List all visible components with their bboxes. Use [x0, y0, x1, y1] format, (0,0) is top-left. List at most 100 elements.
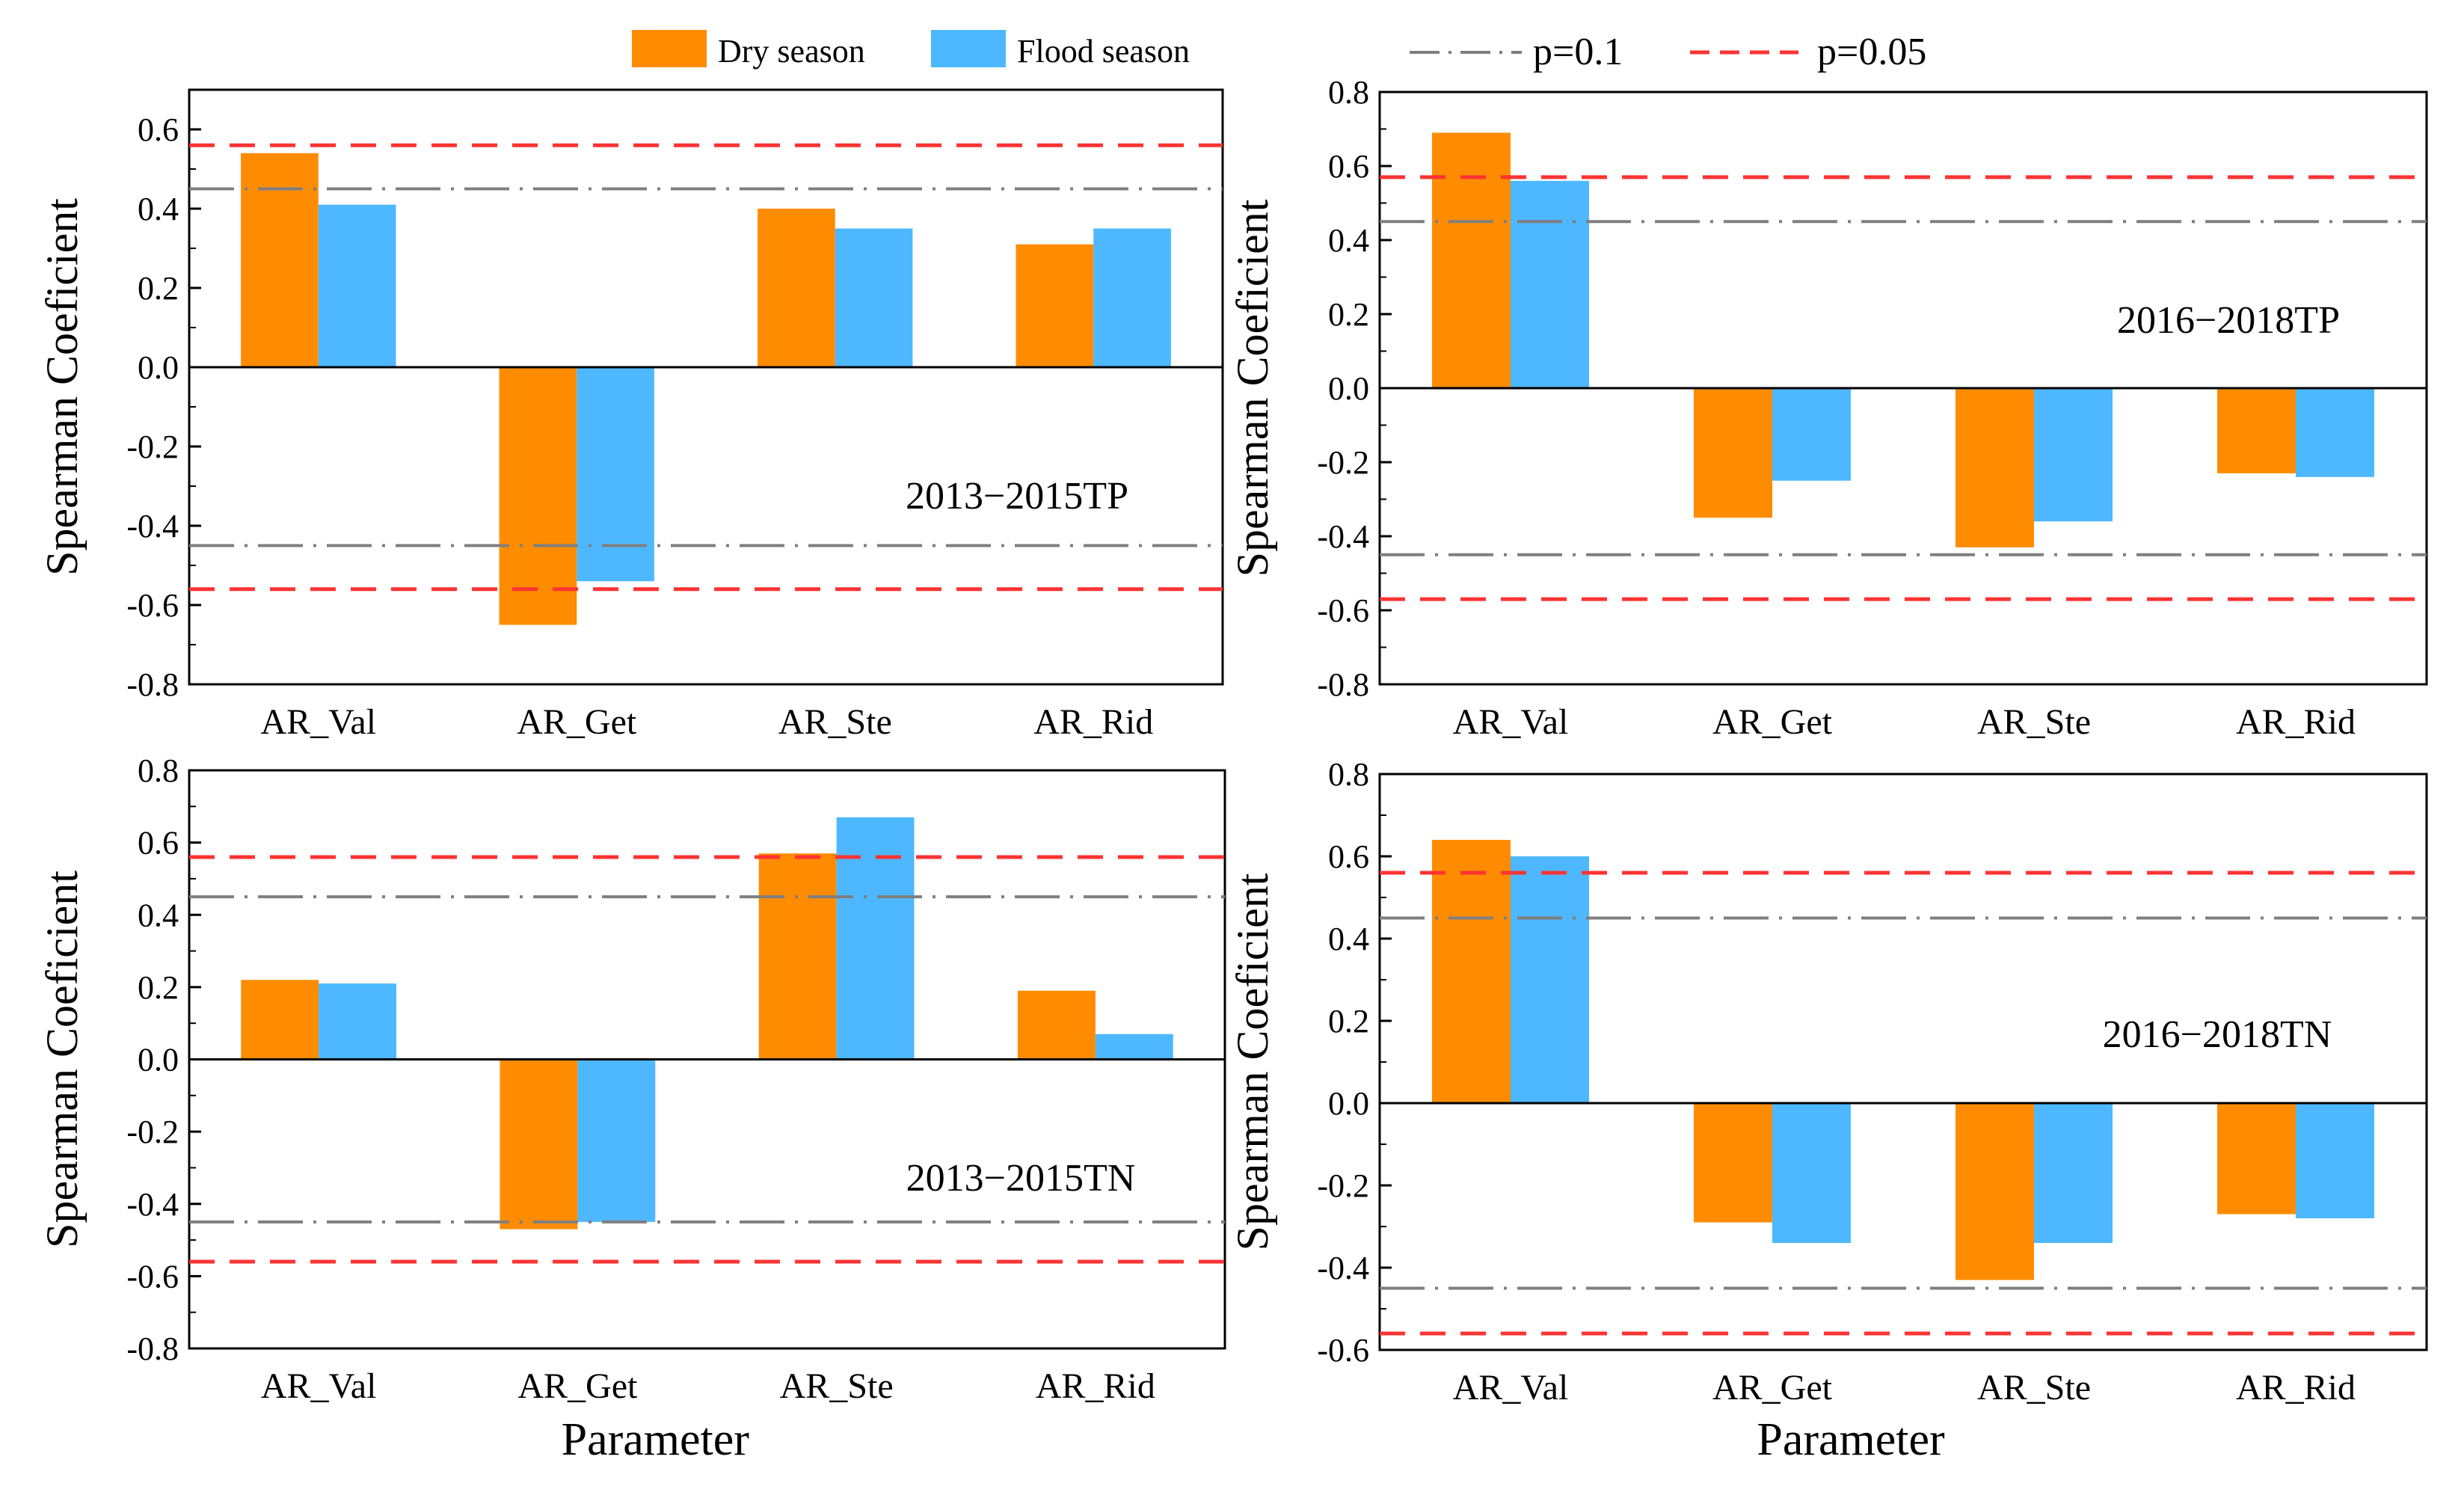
- chart-panel-2013-2015tn: -0.8 -0.6 -0.4 -0.2 0.0 0.2 0.4 0.6 0.8 AR_Val AR_…: [37, 752, 1226, 1465]
- x-tick-label: AR_Rid: [1033, 702, 1153, 742]
- y-tick-label: 0.8: [138, 752, 179, 789]
- plot-frame: [188, 88, 1224, 686]
- x-tick-label: AR_Get: [517, 1366, 638, 1406]
- chart-panel-2016-2018tp: -0.8 -0.6 -0.4 -0.2 0.0 0.2 0.4 0.6 0.8 AR_Val AR_…: [1228, 74, 2428, 742]
- bar-flood-ar-val: [1511, 856, 1589, 1103]
- bar-flood-ar-ste: [836, 817, 915, 1060]
- y-tick-label: -0.2: [126, 429, 179, 465]
- y-axis-title: Spearman Coeficient: [37, 198, 87, 576]
- y-tick-label: 0.4: [1328, 222, 1369, 259]
- bar-dry-ar-get: [499, 367, 577, 625]
- bar-dry-ar-ste: [1955, 1103, 2034, 1280]
- y-tick-label: -0.2: [1317, 1167, 1369, 1204]
- legend-label-p005: p=0.05: [1817, 31, 1926, 73]
- y-tick-label: -0.4: [126, 508, 179, 544]
- y-tick-label: -0.4: [1317, 518, 1369, 555]
- bar-dry-ar-rid: [2217, 388, 2296, 473]
- bar-flood-ar-ste: [2034, 1103, 2113, 1243]
- legend-label-dry-season: Dry season: [718, 33, 865, 70]
- panel-annotation: 2016−2018TN: [2103, 1013, 2332, 1056]
- x-tick-label: AR_Val: [261, 1366, 377, 1406]
- x-tick-label: AR_Get: [1712, 1368, 1833, 1408]
- x-tick-label: AR_Val: [260, 702, 376, 742]
- y-tick-label: -0.6: [126, 1258, 179, 1295]
- legend-label-p01: p=0.1: [1533, 31, 1623, 73]
- y-tick-label: -0.4: [126, 1186, 179, 1223]
- y-tick-label: 0.6: [138, 825, 179, 862]
- legend-label-flood-season: Flood season: [1017, 33, 1190, 70]
- panel-annotation: 2013−2015TP: [906, 475, 1128, 518]
- y-tick-label: 0.4: [138, 191, 179, 227]
- bar-dry-ar-val: [241, 153, 319, 368]
- panel-annotation: 2013−2015TN: [906, 1157, 1136, 1200]
- bar-dry-ar-ste: [758, 853, 837, 1060]
- x-tick-label: AR_Get: [1712, 702, 1833, 742]
- y-tick-label: 0.4: [138, 897, 179, 933]
- x-tick-label: AR_Val: [1453, 1368, 1569, 1408]
- bar-dry-ar-rid: [2217, 1103, 2296, 1215]
- x-tick-label: AR_Val: [1453, 702, 1569, 742]
- bar-flood-ar-get: [577, 1059, 656, 1222]
- y-tick-label: 0.0: [1328, 370, 1369, 407]
- legend-swatch-dry-season: [632, 30, 707, 67]
- y-tick-label: 0.2: [1328, 296, 1369, 333]
- chart-panel-2013-2015tp: -0.8 -0.6 -0.4 -0.2 0.0 0.2 0.4 0.6 AR_Val AR_Get…: [37, 88, 1224, 742]
- bar-flood-ar-get: [577, 367, 654, 582]
- bar-flood-ar-get: [1772, 388, 1851, 481]
- y-tick-label: 0.0: [138, 349, 179, 386]
- y-tick-label: 0.8: [1328, 74, 1369, 111]
- bar-dry-ar-rid: [1018, 990, 1096, 1060]
- bar-flood-ar-val: [1511, 180, 1589, 389]
- bar-dry-ar-ste: [1955, 388, 2034, 547]
- y-tick-label: -0.6: [126, 587, 179, 624]
- x-tick-label: AR_Ste: [1977, 1368, 2091, 1408]
- y-tick-label: 0.6: [1328, 838, 1369, 875]
- x-tick-label: AR_Rid: [1036, 1366, 1155, 1406]
- bar-flood-ar-ste: [835, 228, 913, 367]
- bar-flood-ar-rid: [1093, 228, 1171, 367]
- bar-flood-ar-val: [319, 983, 396, 1060]
- bar-dry-ar-get: [1694, 388, 1772, 518]
- y-tick-label: -0.4: [1317, 1250, 1369, 1286]
- x-tick-label: AR_Get: [517, 702, 637, 742]
- y-tick-label: -0.2: [126, 1114, 179, 1150]
- x-tick-label: AR_Rid: [2236, 1368, 2356, 1408]
- bar-dry-ar-rid: [1016, 244, 1094, 367]
- bar-flood-ar-ste: [2034, 388, 2113, 522]
- y-tick-label: 0.2: [1328, 1003, 1369, 1040]
- y-tick-label: -0.2: [1317, 444, 1369, 481]
- y-tick-label: 0.2: [138, 270, 179, 307]
- y-tick-label: 0.8: [1328, 756, 1369, 793]
- y-tick-label: 0.2: [138, 969, 179, 1006]
- bar-dry-ar-val: [1432, 840, 1511, 1103]
- panel-annotation: 2016−2018TP: [2117, 299, 2340, 342]
- bar-dry-ar-ste: [758, 209, 835, 367]
- y-tick-label: -0.6: [1317, 592, 1369, 629]
- bar-flood-ar-rid: [2296, 388, 2374, 477]
- y-tick-label: -0.8: [126, 1330, 179, 1367]
- bar-dry-ar-get: [500, 1059, 578, 1230]
- y-axis-title: Spearman Coeficient: [37, 871, 87, 1248]
- chart-panel-2016-2018tn: -0.6 -0.4 -0.2 0.0 0.2 0.4 0.6 0.8 AR_Val AR_Get A…: [1228, 756, 2428, 1465]
- y-tick-label: 0.6: [1328, 148, 1369, 185]
- x-axis-title: Parameter: [1757, 1414, 1945, 1465]
- y-tick-label: 0.4: [1328, 921, 1369, 957]
- x-tick-label: AR_Rid: [2236, 702, 2356, 742]
- bar-flood-ar-get: [1772, 1103, 1851, 1243]
- y-axis-title: Spearman Coeficient: [1228, 199, 1277, 577]
- legend: Dry season Flood season p=0.1 p=0.05: [632, 30, 1926, 73]
- x-tick-label: AR_Ste: [780, 1366, 894, 1406]
- y-tick-label: 0.0: [1328, 1085, 1369, 1122]
- y-tick-label: -0.6: [1317, 1332, 1369, 1369]
- y-tick-label: -0.8: [1317, 666, 1369, 703]
- y-tick-label: 0.0: [138, 1042, 179, 1078]
- y-axis-title: Spearman Coeficient: [1228, 873, 1277, 1250]
- bar-flood-ar-val: [318, 204, 396, 367]
- x-tick-label: AR_Ste: [1977, 702, 2091, 742]
- bar-dry-ar-val: [241, 980, 319, 1060]
- legend-swatch-flood-season: [931, 30, 1006, 67]
- y-tick-label: 0.6: [138, 111, 179, 148]
- bar-dry-ar-get: [1694, 1103, 1772, 1223]
- bar-dry-ar-val: [1432, 132, 1511, 388]
- bar-flood-ar-rid: [1095, 1034, 1173, 1060]
